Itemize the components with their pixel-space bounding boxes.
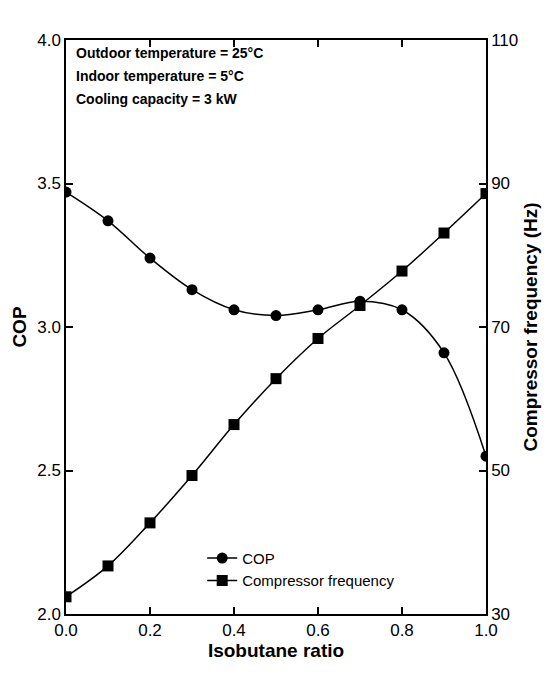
svg-text:0.8: 0.8 (390, 621, 414, 640)
svg-text:Cooling capacity = 3 kW: Cooling capacity = 3 kW (76, 91, 237, 107)
svg-text:0.0: 0.0 (54, 621, 78, 640)
svg-text:2.5: 2.5 (37, 461, 61, 480)
svg-text:3.5: 3.5 (37, 174, 61, 193)
svg-text:3.0: 3.0 (37, 318, 61, 337)
svg-text:0.2: 0.2 (138, 621, 162, 640)
svg-text:50: 50 (491, 461, 510, 480)
svg-text:Indoor temperature = 5°C: Indoor temperature = 5°C (76, 68, 244, 84)
svg-text:0.4: 0.4 (222, 621, 246, 640)
svg-text:90: 90 (491, 174, 510, 193)
svg-text:Outdoor temperature = 25°C: Outdoor temperature = 25°C (76, 45, 263, 61)
svg-text:COP: COP (9, 306, 30, 348)
svg-text:Compressor frequency (Hz): Compressor frequency (Hz) (520, 202, 541, 451)
svg-text:4.0: 4.0 (37, 31, 61, 50)
svg-text:Compressor frequency: Compressor frequency (242, 572, 394, 589)
svg-text:110: 110 (491, 31, 518, 50)
svg-text:70: 70 (491, 318, 510, 337)
svg-text:COP: COP (242, 550, 275, 567)
svg-text:0.6: 0.6 (306, 621, 330, 640)
svg-text:30: 30 (491, 605, 510, 624)
svg-text:2.0: 2.0 (37, 605, 61, 624)
svg-text:Isobutane ratio: Isobutane ratio (208, 640, 344, 661)
svg-text:1.0: 1.0 (474, 621, 498, 640)
